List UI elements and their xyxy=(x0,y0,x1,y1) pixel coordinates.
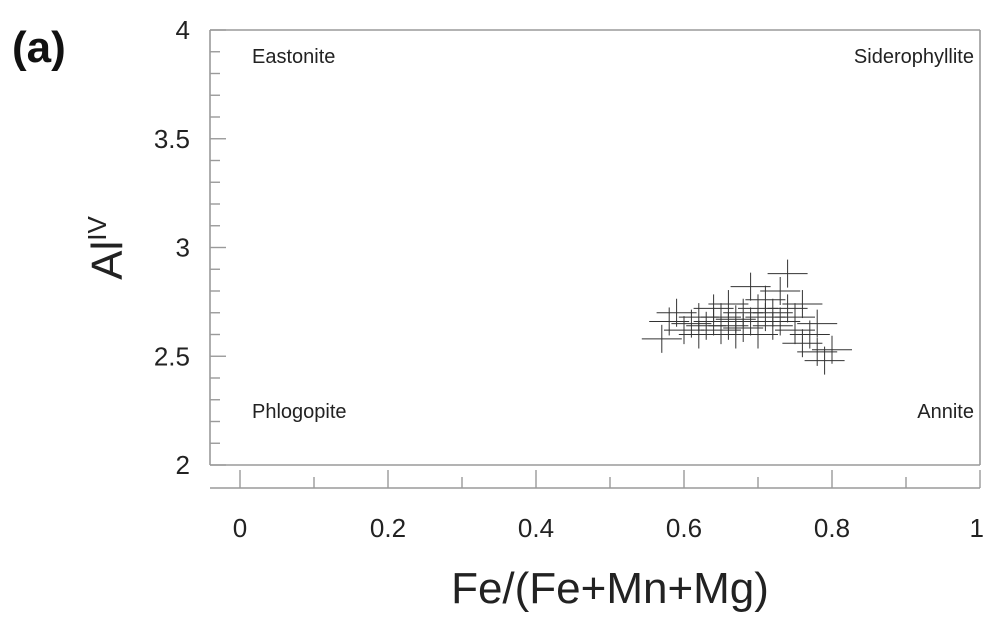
data-point xyxy=(797,309,838,338)
data-point xyxy=(701,303,741,332)
data-points xyxy=(641,259,852,375)
data-point xyxy=(782,290,823,319)
x-tick-label: 0.8 xyxy=(814,513,850,543)
y-tick-label: 2.5 xyxy=(154,341,190,371)
y-tick-label: 3 xyxy=(176,233,190,263)
data-point xyxy=(708,290,749,319)
data-point xyxy=(641,324,682,353)
data-point xyxy=(664,316,704,345)
data-point xyxy=(782,329,823,358)
region-label-annite: Annite xyxy=(917,401,974,423)
x-axis-title: Fe/(Fe+Mn+Mg) xyxy=(451,564,769,613)
region-label-siderophyllite: Siderophyllite xyxy=(854,46,974,68)
data-point xyxy=(760,307,801,336)
y-axis-title-main: Al xyxy=(83,241,132,280)
data-point xyxy=(767,259,808,288)
y-tick-label: 4 xyxy=(176,15,190,45)
data-point xyxy=(812,335,852,364)
data-point xyxy=(693,307,734,336)
data-point xyxy=(678,320,719,349)
region-label-phlogopite: Phlogopite xyxy=(252,401,347,423)
data-point xyxy=(649,307,690,336)
data-point xyxy=(671,309,712,338)
data-point xyxy=(797,337,838,366)
y-tick-label: 2 xyxy=(176,450,190,480)
data-point xyxy=(775,303,815,332)
data-point xyxy=(738,320,778,349)
x-tick-label: 0 xyxy=(233,513,247,543)
data-point xyxy=(715,305,756,334)
data-point xyxy=(723,313,764,342)
data-point xyxy=(760,277,801,305)
y-axis-title: AlIV xyxy=(82,216,132,280)
data-point xyxy=(730,272,771,301)
data-point xyxy=(656,298,697,327)
panel-label: (a) xyxy=(12,23,66,72)
region-label-eastonite: Eastonite xyxy=(252,46,335,68)
y-axis-title-superscript: IV xyxy=(82,216,112,241)
data-point xyxy=(767,294,808,323)
x-tick-label: 1 xyxy=(970,513,984,543)
y-axis-ticks xyxy=(210,29,226,466)
x-axis-tick-labels: 0 0.2 0.4 0.6 0.8 1 xyxy=(233,513,984,543)
x-axis-ticks xyxy=(239,470,981,488)
data-point xyxy=(752,298,793,327)
data-point xyxy=(745,285,786,314)
x-tick-label: 0.4 xyxy=(518,513,554,543)
data-point xyxy=(789,320,830,349)
x-tick-label: 0.2 xyxy=(370,513,406,543)
y-axis-tick-labels: 2 2.5 3 3.5 4 xyxy=(154,15,190,480)
data-point xyxy=(804,346,845,375)
x-tick-label: 0.6 xyxy=(666,513,702,543)
y-tick-label: 3.5 xyxy=(154,124,190,154)
